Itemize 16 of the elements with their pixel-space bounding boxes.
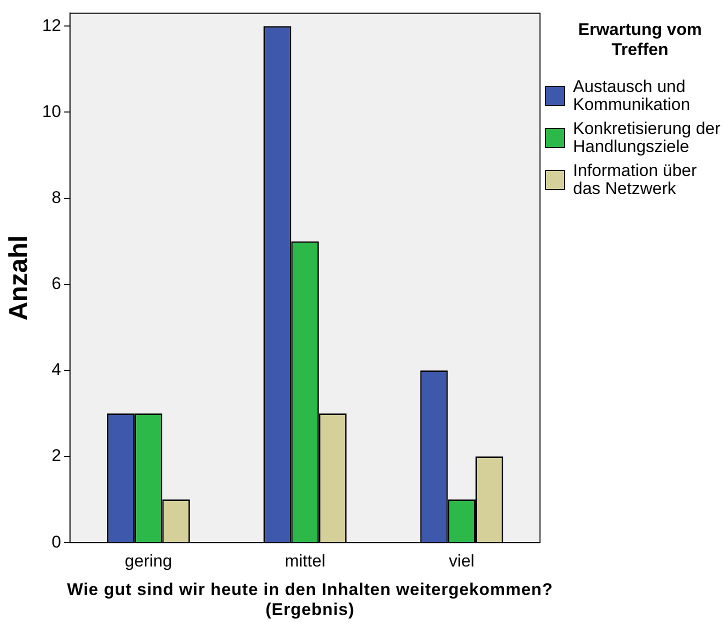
y-tick-label: 10	[42, 102, 62, 121]
x-tick-label: gering	[124, 551, 172, 570]
y-tick-label: 6	[52, 274, 62, 294]
y-tick-label: 2	[52, 446, 62, 466]
x-tick-label: mittel	[284, 551, 326, 570]
y-tick-label: 12	[42, 16, 62, 35]
legend-label: Information über das Netzwerk	[573, 161, 698, 198]
y-tick-label: 4	[52, 360, 62, 380]
legend-label: Austausch und Kommunikation	[573, 77, 692, 114]
x-axis-title: Wie gut sind wir heute in den Inhalten weitergekommen? (Ergebnis)	[66, 580, 554, 620]
legend-label: Konkretisierung der Handlungsziele	[573, 119, 722, 156]
y-tick-label: 0	[52, 532, 62, 552]
y-axis-title: Anzahl	[2, 235, 33, 321]
x-tick-label: viel	[448, 551, 474, 570]
y-tick-label: 8	[52, 188, 62, 207]
legend-title: Erwartung vom Treffen	[577, 20, 703, 60]
